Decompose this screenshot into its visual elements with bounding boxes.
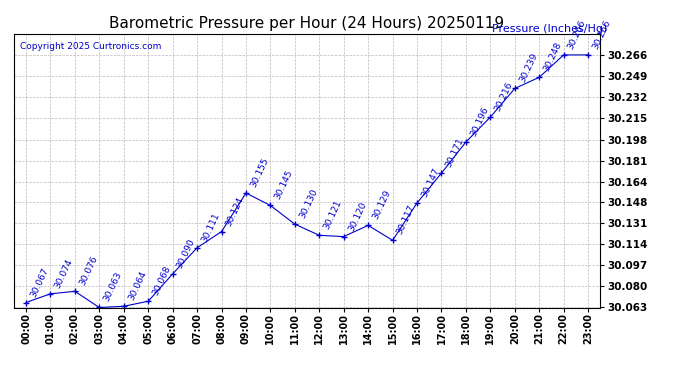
Text: 30.121: 30.121: [322, 199, 344, 231]
Text: Copyright 2025 Curtronics.com: Copyright 2025 Curtronics.com: [19, 42, 161, 51]
Text: Pressure (Inches/Hg): Pressure (Inches/Hg): [492, 24, 607, 34]
Text: 30.130: 30.130: [297, 188, 319, 220]
Text: 30.120: 30.120: [346, 200, 368, 232]
Title: Barometric Pressure per Hour (24 Hours) 20250119: Barometric Pressure per Hour (24 Hours) …: [110, 16, 504, 31]
Text: 30.067: 30.067: [29, 266, 50, 298]
Text: 30.124: 30.124: [224, 195, 246, 227]
Text: 30.117: 30.117: [395, 204, 417, 236]
Text: 30.216: 30.216: [493, 81, 515, 113]
Text: 30.076: 30.076: [78, 255, 99, 287]
Text: 30.266: 30.266: [566, 18, 588, 51]
Text: 30.171: 30.171: [444, 136, 466, 169]
Text: 30.063: 30.063: [102, 271, 124, 303]
Text: 30.090: 30.090: [175, 237, 197, 270]
Text: 30.196: 30.196: [469, 105, 490, 138]
Text: 30.248: 30.248: [542, 41, 564, 73]
Text: 30.068: 30.068: [151, 265, 172, 297]
Text: 30.111: 30.111: [200, 211, 221, 244]
Text: 30.147: 30.147: [420, 166, 442, 199]
Text: 30.129: 30.129: [371, 189, 393, 221]
Text: 30.155: 30.155: [248, 156, 270, 189]
Text: 30.064: 30.064: [126, 270, 148, 302]
Text: 30.239: 30.239: [518, 52, 539, 84]
Text: 30.145: 30.145: [273, 169, 295, 201]
Text: 30.074: 30.074: [53, 257, 75, 290]
Text: 30.266: 30.266: [591, 18, 612, 51]
